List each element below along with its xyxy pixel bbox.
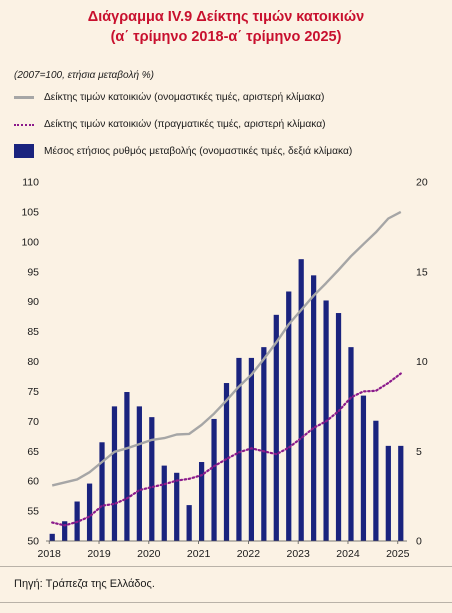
chart-area: 50 55 60 65 70 75 80 85 90 95 100 105 110 0 5 10 15 20 201… bbox=[21, 177, 428, 561]
y-right-tick-label: 15 bbox=[416, 266, 428, 278]
y-left-tick-label: 85 bbox=[27, 326, 39, 338]
bar bbox=[174, 472, 180, 541]
units-note: (2007=100, ετήσια μεταβολή %) bbox=[14, 70, 154, 81]
legend-swatch-nominal bbox=[14, 96, 34, 99]
bar bbox=[261, 347, 267, 541]
chart-subtitle: (α΄ τρίμηνο 2018-α΄ τρίμηνο 2025) bbox=[110, 29, 342, 45]
bar bbox=[385, 445, 391, 541]
bar bbox=[86, 483, 93, 541]
bar bbox=[49, 533, 55, 541]
x-tick-label: 2021 bbox=[187, 548, 211, 560]
bottom-divider bbox=[0, 602, 452, 603]
legend-swatch-real bbox=[14, 123, 34, 126]
y-left-tick-label: 80 bbox=[27, 356, 39, 368]
nominal-price-line bbox=[51, 210, 402, 487]
y-left-tick-label: 60 bbox=[27, 476, 39, 488]
y-left-tick-label: 100 bbox=[21, 236, 39, 248]
x-tick-label: 2019 bbox=[87, 548, 111, 560]
x-tick-label: 2024 bbox=[336, 548, 360, 560]
bar bbox=[348, 347, 354, 541]
bar bbox=[111, 406, 118, 541]
y-left-tick-label: 50 bbox=[27, 536, 39, 548]
bar bbox=[236, 357, 242, 541]
y-right-tick-label: 5 bbox=[416, 446, 422, 458]
bar bbox=[286, 291, 292, 541]
chart-title: Διάγραμμα IV.9 Δείκτης τιμών κατοικιών bbox=[87, 9, 365, 25]
y-right-tick-label: 10 bbox=[416, 356, 428, 368]
footer-divider bbox=[0, 566, 452, 567]
x-tick-label: 2022 bbox=[237, 548, 261, 560]
legend-item-nominal: Δείκτης τιμών κατοικιών (ονομαστικές τιμ… bbox=[14, 92, 324, 103]
legend-label-bars: Μέσος ετήσιος ρυθμός μεταβολής (ονομαστι… bbox=[44, 145, 353, 157]
y-left-tick-label: 95 bbox=[27, 266, 39, 278]
y-right-tick-label: 20 bbox=[416, 177, 428, 189]
y-left-tick-label: 90 bbox=[27, 296, 39, 308]
legend-label-real: Δείκτης τιμών κατοικιών (πραγματικές τιμ… bbox=[44, 119, 326, 130]
x-tick-label: 2025 bbox=[386, 548, 410, 560]
source-note: Πηγή: Τράπεζα της Ελλάδος. bbox=[14, 578, 155, 590]
x-tick-label: 2020 bbox=[137, 548, 161, 560]
bar bbox=[198, 462, 205, 541]
y-left-tick-label: 110 bbox=[22, 177, 39, 189]
y-left-tick-label: 75 bbox=[27, 386, 39, 398]
y-left-tick-label: 65 bbox=[27, 446, 39, 458]
x-tick-label: 2023 bbox=[287, 548, 311, 560]
bar bbox=[161, 465, 167, 541]
y-left-tick-label: 105 bbox=[21, 206, 39, 218]
legend-item-real: Δείκτης τιμών κατοικιών (πραγματικές τιμ… bbox=[14, 119, 326, 130]
legend-item-bars: Μέσος ετήσιος ρυθμός μεταβολής (ονομαστι… bbox=[14, 144, 352, 158]
bar bbox=[398, 445, 404, 541]
y-left-tick-label: 70 bbox=[27, 416, 39, 428]
bar bbox=[186, 505, 192, 541]
bar bbox=[124, 392, 130, 541]
bar bbox=[211, 418, 217, 541]
bar bbox=[360, 395, 367, 541]
real-price-line bbox=[51, 372, 402, 527]
bar bbox=[373, 420, 379, 541]
y-left-tick-label: 55 bbox=[27, 506, 39, 518]
bar bbox=[273, 314, 279, 541]
bar bbox=[99, 442, 105, 541]
y-right-tick-label: 0 bbox=[416, 536, 422, 548]
bar bbox=[62, 521, 68, 541]
bar bbox=[335, 313, 342, 541]
bar bbox=[136, 406, 142, 541]
bar bbox=[223, 383, 230, 541]
bar bbox=[298, 259, 304, 541]
legend-swatch-bars bbox=[14, 144, 34, 158]
legend-label-nominal: Δείκτης τιμών κατοικιών (ονομαστικές τιμ… bbox=[44, 92, 325, 103]
bar bbox=[311, 275, 317, 541]
bar bbox=[149, 417, 155, 541]
x-tick-label: 2018 bbox=[38, 548, 62, 560]
